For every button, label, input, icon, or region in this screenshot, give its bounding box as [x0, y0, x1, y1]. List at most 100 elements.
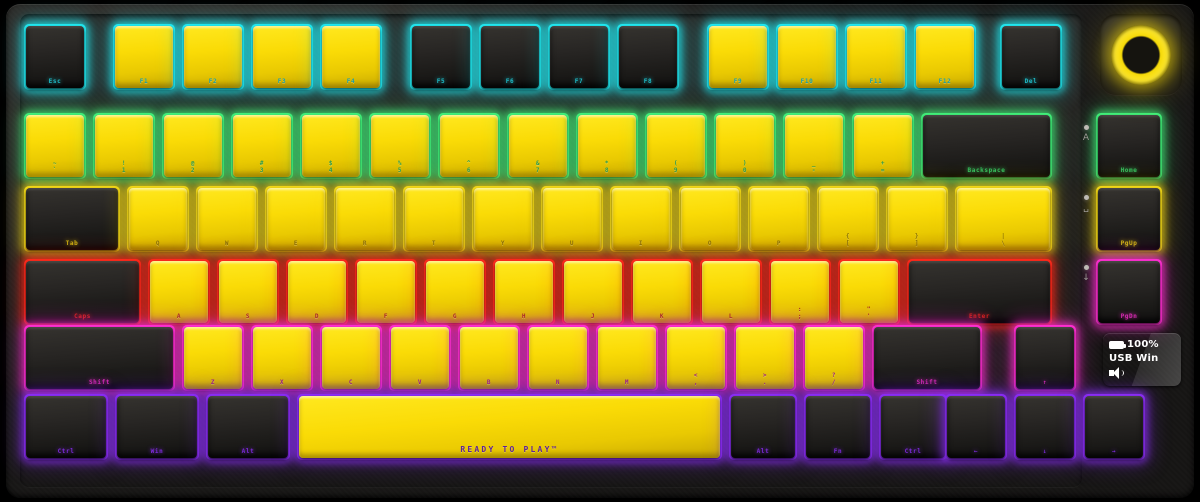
key-key-e[interactable]: E: [265, 186, 327, 252]
key-key-o[interactable]: O: [679, 186, 741, 252]
keycap-f9: F9: [709, 26, 767, 88]
key-esc[interactable]: Esc: [24, 24, 86, 90]
key-f12[interactable]: F12: [914, 24, 976, 90]
key-legend-bracket-left: { [: [845, 233, 851, 248]
key-legend-digit-8: * 8: [604, 160, 610, 175]
key-key-n[interactable]: N: [527, 325, 589, 391]
key-arrow-up[interactable]: ↑: [1014, 325, 1076, 391]
indicator-dot-num-lock: [1083, 195, 1089, 200]
key-key-y[interactable]: Y: [472, 186, 534, 252]
status-display[interactable]: 100% USB Win: [1103, 333, 1181, 386]
key-key-h[interactable]: H: [493, 259, 555, 325]
key-key-s[interactable]: S: [217, 259, 279, 325]
key-key-r[interactable]: R: [334, 186, 396, 252]
key-legend-key-r: R: [362, 240, 368, 247]
key-bracket-left[interactable]: { [: [817, 186, 879, 252]
key-home[interactable]: Home: [1096, 113, 1162, 179]
key-arrow-down[interactable]: ↓: [1014, 394, 1076, 460]
key-shift-left[interactable]: Shift: [24, 325, 175, 391]
key-digit-1[interactable]: ! 1: [93, 113, 155, 179]
key-digit-8[interactable]: * 8: [576, 113, 638, 179]
keycap-digit-1: ! 1: [95, 115, 153, 177]
key-key-i[interactable]: I: [610, 186, 672, 252]
key-ctrl-right[interactable]: Ctrl: [879, 394, 947, 460]
key-key-z[interactable]: Z: [182, 325, 244, 391]
key-del[interactable]: Del: [1000, 24, 1062, 90]
key-f9[interactable]: F9: [707, 24, 769, 90]
key-digit-3[interactable]: # 3: [231, 113, 293, 179]
key-slash[interactable]: ? /: [803, 325, 865, 391]
key-space[interactable]: READY TO PLAY™: [297, 394, 722, 460]
key-tab[interactable]: Tab: [24, 186, 120, 252]
key-pgup[interactable]: PgUp: [1096, 186, 1162, 252]
key-key-u[interactable]: U: [541, 186, 603, 252]
key-shift-right[interactable]: Shift: [872, 325, 982, 391]
key-key-k[interactable]: K: [631, 259, 693, 325]
key-alt-left[interactable]: Alt: [206, 394, 290, 460]
key-f3[interactable]: F3: [251, 24, 313, 90]
key-semicolon[interactable]: : ;: [769, 259, 831, 325]
key-fn[interactable]: Fn: [804, 394, 872, 460]
key-f6[interactable]: F6: [479, 24, 541, 90]
key-key-d[interactable]: D: [286, 259, 348, 325]
key-key-c[interactable]: C: [320, 325, 382, 391]
volume-knob[interactable]: [1111, 25, 1171, 85]
key-key-m[interactable]: M: [596, 325, 658, 391]
key-legend-key-x: X: [279, 379, 285, 386]
key-f10[interactable]: F10: [776, 24, 838, 90]
key-key-l[interactable]: L: [700, 259, 762, 325]
key-digit-4[interactable]: $ 4: [300, 113, 362, 179]
key-f4[interactable]: F4: [320, 24, 382, 90]
key-digit-6[interactable]: ^ 6: [438, 113, 500, 179]
key-key-v[interactable]: V: [389, 325, 451, 391]
key-f5[interactable]: F5: [410, 24, 472, 90]
key-bracket-right[interactable]: } ]: [886, 186, 948, 252]
key-digit-0[interactable]: ) 0: [714, 113, 776, 179]
key-f7[interactable]: F7: [548, 24, 610, 90]
key-caps-lock[interactable]: Caps: [24, 259, 141, 325]
key-key-f[interactable]: F: [355, 259, 417, 325]
keycap-pgup: PgUp: [1098, 188, 1160, 250]
key-period[interactable]: > .: [734, 325, 796, 391]
key-minus[interactable]: _ -: [783, 113, 845, 179]
key-enter[interactable]: Enter: [907, 259, 1052, 325]
indicator-scroll-lock: ↓: [1078, 265, 1094, 283]
keycap-f11: F11: [847, 26, 905, 88]
key-ctrl-left[interactable]: Ctrl: [24, 394, 108, 460]
key-key-g[interactable]: G: [424, 259, 486, 325]
key-arrow-left[interactable]: ←: [945, 394, 1007, 460]
key-comma[interactable]: < ,: [665, 325, 727, 391]
key-key-a[interactable]: A: [148, 259, 210, 325]
key-digit-9[interactable]: ( 9: [645, 113, 707, 179]
key-backspace[interactable]: Backspace: [921, 113, 1052, 179]
keycap-comma: < ,: [667, 327, 725, 389]
key-equal[interactable]: + =: [852, 113, 914, 179]
key-quote[interactable]: " ': [838, 259, 900, 325]
key-key-x[interactable]: X: [251, 325, 313, 391]
key-key-b[interactable]: B: [458, 325, 520, 391]
key-pgdn[interactable]: PgDn: [1096, 259, 1162, 325]
key-win-left[interactable]: Win: [115, 394, 199, 460]
key-f8[interactable]: F8: [617, 24, 679, 90]
key-grave[interactable]: ~ `: [24, 113, 86, 179]
key-key-j[interactable]: J: [562, 259, 624, 325]
key-backslash[interactable]: | \: [955, 186, 1052, 252]
keycap-f1: F1: [115, 26, 173, 88]
key-legend-f3: F3: [277, 78, 287, 85]
key-alt-right[interactable]: Alt: [729, 394, 797, 460]
key-key-w[interactable]: W: [196, 186, 258, 252]
key-key-p[interactable]: P: [748, 186, 810, 252]
key-f1[interactable]: F1: [113, 24, 175, 90]
keycap-digit-6: ^ 6: [440, 115, 498, 177]
key-arrow-right[interactable]: →: [1083, 394, 1145, 460]
key-digit-2[interactable]: @ 2: [162, 113, 224, 179]
key-digit-7[interactable]: & 7: [507, 113, 569, 179]
key-digit-5[interactable]: % 5: [369, 113, 431, 179]
keycap-grave: ~ `: [26, 115, 84, 177]
key-legend-digit-7: & 7: [535, 160, 541, 175]
key-legend-win-left: Win: [150, 448, 164, 455]
key-key-q[interactable]: Q: [127, 186, 189, 252]
key-key-t[interactable]: T: [403, 186, 465, 252]
key-f2[interactable]: F2: [182, 24, 244, 90]
key-f11[interactable]: F11: [845, 24, 907, 90]
